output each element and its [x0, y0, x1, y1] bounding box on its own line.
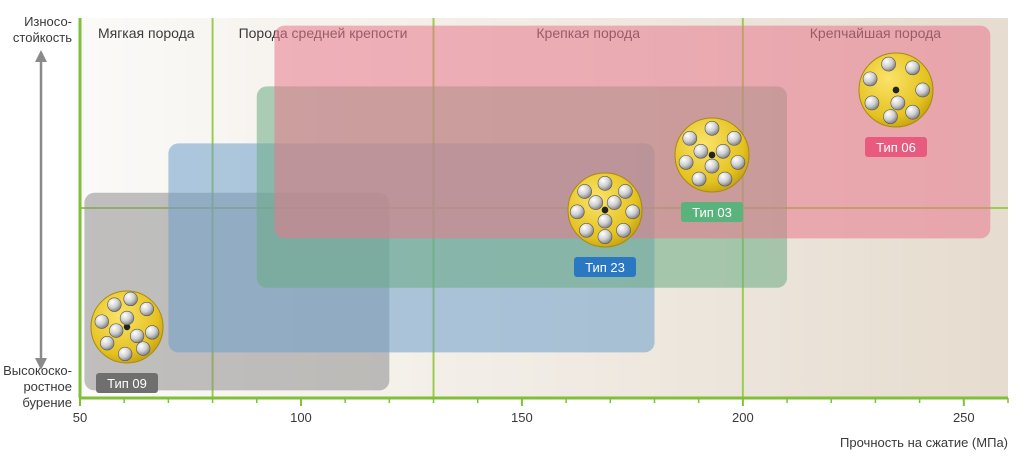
bit-head-icon	[674, 117, 750, 193]
y-top-label: Износо-	[24, 14, 72, 29]
type-badge-label: Тип 03	[692, 205, 732, 220]
bit-head-icon	[90, 290, 164, 364]
x-tick-label: 50	[73, 410, 87, 425]
arrow-up-icon	[35, 50, 47, 62]
range-box	[274, 25, 991, 239]
y-bottom-label: ростное	[23, 379, 72, 394]
zone-label: Мягкая порода	[98, 25, 195, 41]
x-tick-label: 150	[511, 410, 533, 425]
x-tick-label: 200	[732, 410, 754, 425]
type-badge-label: Тип 06	[876, 140, 916, 155]
type-badge-label: Тип 23	[585, 260, 625, 275]
x-tick-label: 100	[290, 410, 312, 425]
type-badge	[681, 202, 743, 222]
y-top-label: стойкость	[13, 30, 72, 45]
x-tick-label: 250	[953, 410, 975, 425]
type-badge-label: Тип 09	[107, 376, 147, 391]
x-axis-title: Прочность на сжатие (МПа)	[840, 435, 1008, 450]
axes: 50 100 150 200 250	[73, 18, 1009, 425]
arrow-down-icon	[35, 358, 47, 370]
bit-head-icon	[858, 52, 934, 128]
y-bottom-label: бурение	[22, 395, 72, 410]
y-bottom-label: Высокоско-	[3, 363, 72, 378]
bit-head-icon	[567, 172, 643, 248]
type-badge	[96, 373, 158, 393]
type-badge	[865, 137, 927, 157]
type-badge	[574, 257, 636, 277]
range-boxes: Тип 09 Тип 23 Тип 03 Тип 06	[84, 25, 991, 393]
